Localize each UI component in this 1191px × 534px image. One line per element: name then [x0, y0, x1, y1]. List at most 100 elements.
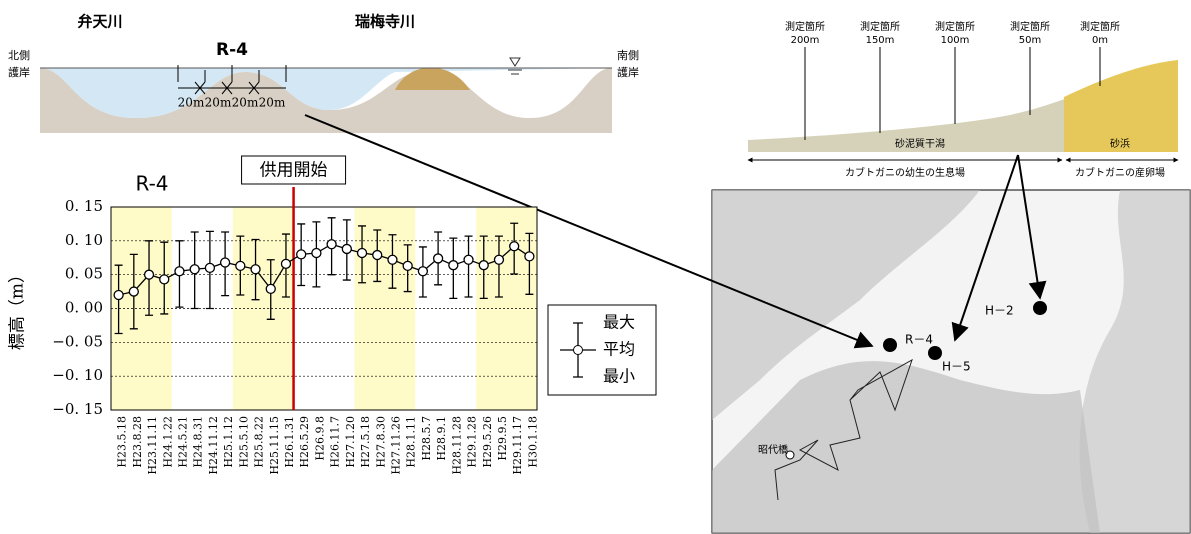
year-band	[476, 207, 537, 410]
x-tick-label: H24.1.22	[161, 416, 174, 468]
spacing-label: 20m	[205, 96, 232, 110]
site-marker	[928, 346, 942, 360]
plot-frame	[110, 206, 538, 411]
x-tick-label: H28.9.1	[435, 416, 448, 461]
y-tick-label: −0. 15	[52, 400, 103, 418]
annotation-box	[241, 155, 347, 185]
legend-symbol	[573, 345, 583, 355]
spacing-arrows	[178, 81, 286, 95]
x-tick-label: H28.5.7	[420, 416, 433, 461]
x-tick-label: H23.5.18	[116, 416, 129, 468]
x-tick-label: H23.11.11	[146, 416, 159, 475]
mean-marker	[356, 247, 368, 259]
mean-marker	[478, 260, 489, 271]
x-tick-label: H27.5.18	[359, 416, 372, 468]
range-label: カブトガニの幼生の生息場	[845, 166, 965, 179]
range-label: カブトガニの産卵場	[1075, 166, 1165, 179]
mean-marker	[265, 283, 276, 295]
legend-label: 平均	[603, 340, 635, 359]
error-bar	[494, 235, 503, 298]
river-label: 弁天川	[77, 13, 122, 31]
river-label: 瑞梅寺川	[355, 13, 415, 31]
land	[712, 190, 980, 420]
spacing-label: 20m	[232, 96, 259, 110]
arrow	[1017, 154, 1047, 300]
error-bar	[464, 235, 473, 298]
x-tick-label: H26.1.31	[283, 416, 296, 468]
x-tick-label: H23.8.28	[131, 416, 144, 468]
y-axis-label: 標高（m）	[8, 266, 28, 350]
y-tick-label: 0. 05	[65, 265, 103, 283]
point-label: 100m	[941, 35, 970, 46]
site-marker	[1033, 301, 1047, 315]
mean-marker	[250, 264, 261, 275]
x-tick-label: H27.1.20	[344, 416, 357, 468]
mean-marker	[311, 247, 322, 259]
mean-marker	[372, 249, 383, 261]
station-label: R-4	[216, 40, 248, 60]
water-level-icon	[508, 57, 522, 75]
point-label: 測定箇所	[785, 20, 825, 33]
x-tick-label: H29.5.26	[481, 416, 494, 468]
bank-label: 護岸	[8, 65, 30, 79]
year-band	[111, 207, 172, 410]
y-tick-label: 0. 15	[65, 197, 103, 215]
mean-marker	[204, 262, 216, 274]
zone-label: 砂泥質干潟	[895, 137, 945, 150]
y-tick-label: −0. 10	[52, 366, 103, 384]
y-tick-label: −0. 05	[52, 332, 103, 350]
spacing-label: 20m	[178, 96, 205, 110]
x-tick-label: H29.9.5	[496, 416, 509, 461]
mean-marker	[159, 274, 170, 285]
mean-marker	[174, 266, 185, 277]
x-tick-label: H25.8.22	[253, 416, 266, 468]
x-tick-label: H26.11.7	[329, 416, 342, 468]
point-label: 測定箇所	[935, 20, 975, 33]
point-label: 測定箇所	[860, 20, 900, 33]
right-section: 測定箇所 200m 測定箇所 150m 測定箇所 100m 測定箇所 50m 測…	[747, 20, 1179, 179]
x-tick-label: H24.8.31	[192, 416, 205, 468]
x-tick-label: H29.1.28	[466, 416, 479, 468]
mean-marker	[509, 241, 520, 252]
mean-marker	[417, 266, 429, 277]
bank-label: 北側	[8, 49, 30, 62]
arrow	[304, 114, 874, 349]
mean-marker	[296, 249, 307, 260]
site-label: H－5	[942, 360, 971, 374]
x-tick-label: H27.11.26	[389, 416, 402, 475]
mean-marker	[524, 251, 535, 262]
stakes	[177, 65, 287, 82]
mean-marker	[219, 257, 231, 268]
y-tick-label: 0. 10	[65, 231, 103, 249]
arrow	[951, 154, 1019, 342]
x-tick-label: H24.11.12	[207, 416, 220, 475]
water	[40, 68, 612, 119]
legend-label: 最大	[603, 313, 635, 332]
spacing-label: 20m	[259, 96, 286, 110]
beach	[1064, 60, 1178, 152]
x-tick-label: H25.11.15	[268, 416, 281, 475]
error-bar	[525, 232, 534, 295]
mean-marker	[189, 264, 200, 275]
mean-marker	[448, 260, 459, 271]
ground	[40, 68, 612, 133]
mean-marker	[280, 258, 292, 269]
point-label: 測定箇所	[1010, 20, 1050, 33]
mean-marker	[432, 253, 444, 264]
route	[774, 358, 913, 501]
mean-marker	[387, 254, 398, 265]
x-tick-label: H28.11.28	[450, 416, 463, 475]
mean-marker	[326, 239, 337, 250]
bridge-marker	[785, 450, 795, 460]
bridge-label: 昭代橋	[758, 443, 788, 456]
x-tick-label: H27.8.30	[374, 416, 387, 468]
annotation: 供用開始	[260, 161, 328, 181]
mean-line	[118, 243, 530, 296]
sandbar	[395, 67, 470, 90]
measure-poles	[804, 47, 1101, 140]
bank-label: 護岸	[617, 65, 639, 79]
x-tick-label: H24.5.21	[176, 416, 189, 468]
map: R－4 H－5 H－2 昭代橋	[711, 189, 1191, 534]
site-label: H－2	[985, 304, 1014, 318]
point-label: 測定箇所	[1080, 20, 1120, 33]
